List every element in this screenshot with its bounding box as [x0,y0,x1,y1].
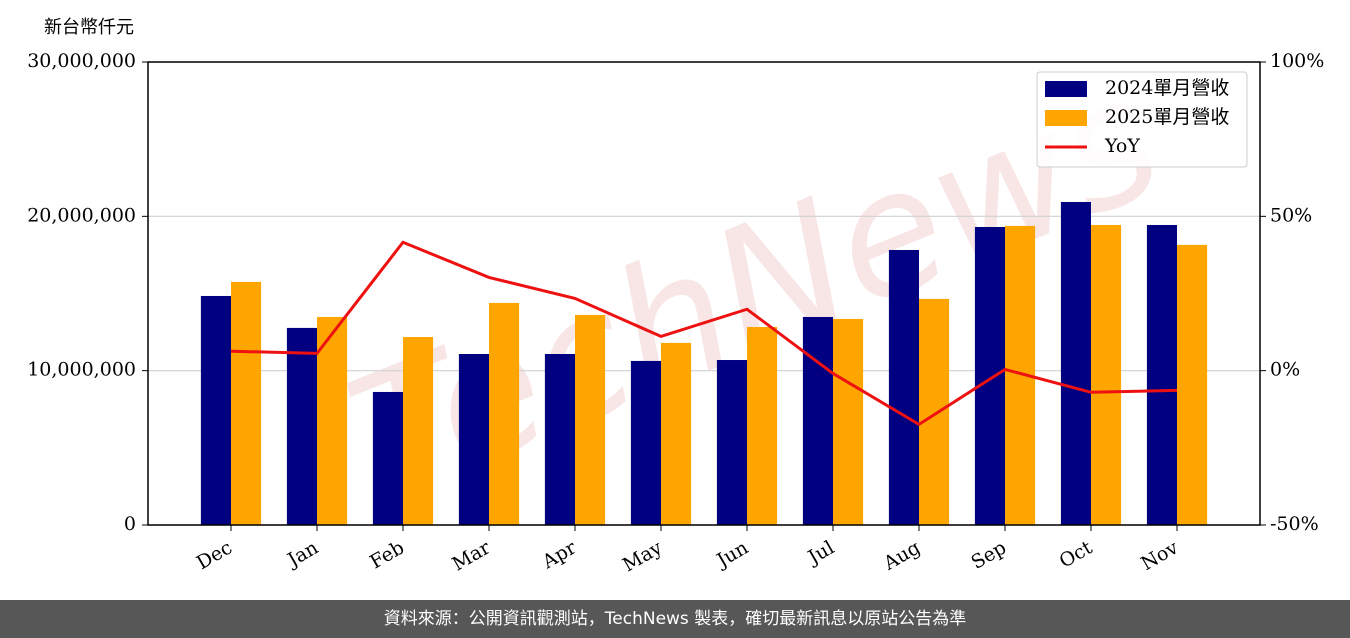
bar [458,353,489,525]
bar [574,314,606,525]
x-tick-label: Jan [282,537,322,573]
source-note: 資料來源：公開資訊觀測站，TechNews 製表，確切最新訊息以原站公告為準 [0,600,1350,638]
bar [1091,224,1122,525]
bar [888,249,920,525]
y2-tick-label: 0% [1270,359,1300,381]
legend-label: YoY [1104,135,1140,157]
bar [974,226,1006,525]
plot-frame [147,61,1261,526]
legend-swatch [1045,81,1087,97]
x-tick-label: Sep [967,537,1010,574]
bar [802,316,834,525]
y-tick-label: 20,000,000 [27,204,136,226]
x-tick-label: Dec [193,537,236,575]
bar [402,337,434,525]
x-tick-label: Nov [1137,536,1182,575]
legend-label: 2024單月營收 [1105,77,1229,99]
bar [660,342,692,525]
y2-tick-label: 50% [1270,204,1312,226]
x-tick-label: Jul [803,537,838,570]
bar [716,360,748,525]
bar [1177,244,1208,525]
legend-swatch [1045,110,1087,126]
legend-label: 2025單月營收 [1105,106,1229,128]
bar [833,318,864,525]
y-tick-label: 0 [124,513,136,535]
y-tick-label: 10,000,000 [27,359,136,381]
bar [316,316,348,525]
bar [630,360,661,525]
x-tick-label: Apr [538,536,581,573]
y-axis-label: 新台幣仟元 [44,17,134,38]
bar [1060,201,1092,525]
bar [488,302,520,525]
bar [200,295,231,525]
x-tick-label: Mar [448,536,494,575]
chart: TechNews 新台幣仟元 010,000,00020,000,00030,0… [27,17,1324,576]
y-tick-label: 30,000,000 [27,50,136,72]
x-tick-label: Jun [711,537,752,573]
bar [919,298,950,525]
line [230,240,1178,427]
legend-box [1036,71,1248,168]
y2-tick-label: 100% [1270,50,1324,72]
bar [286,327,317,525]
y2-tick-label: -50% [1270,513,1319,535]
bar [747,326,778,525]
x-tick-label: Aug [879,537,924,576]
bar [1146,224,1178,525]
x-tick-label: Feb [366,537,408,574]
x-tick-label: May [619,536,666,576]
bar [544,353,575,525]
x-tick-label: Oct [1056,536,1097,572]
bar [372,391,403,525]
bar [230,281,262,525]
